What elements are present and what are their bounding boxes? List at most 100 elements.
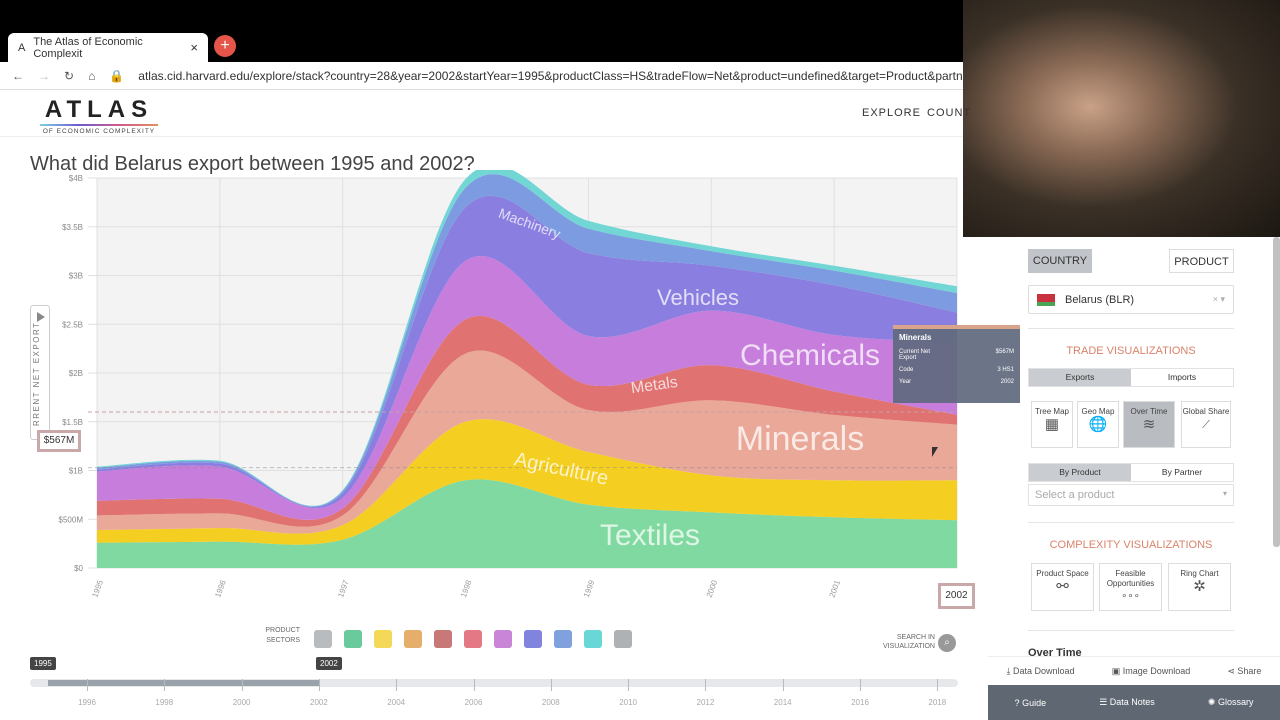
label: Image Download [1122,665,1191,676]
stream-icon: ≋ [1142,416,1156,433]
line-chart-icon: ⟋ [1202,419,1210,431]
x-tick-label: 1995 [90,578,105,598]
side-tab-label: RRENT NET EXPORT [32,321,41,426]
product-space-button[interactable]: Product Space ⚯ [1031,563,1094,611]
feasible-opportunities-button[interactable]: Feasible Opportunities ∘∘∘ [1099,563,1162,611]
sector-icon[interactable] [584,630,602,648]
area-metals [97,315,957,527]
atlas-favicon-icon: A [18,41,26,54]
timeline-slider[interactable] [30,679,958,687]
geo-map-button[interactable]: Geo Map 🌐 [1077,401,1119,448]
area-agriculture [97,419,957,545]
by-partner-toggle[interactable]: By Partner [1161,467,1203,477]
atlas-logo[interactable]: ATLAS OF ECONOMIC COMPLEXITY [40,96,158,135]
timeline-tick [164,679,166,691]
new-tab-button[interactable]: + [214,35,236,57]
area-chemicals [97,256,957,520]
product-select[interactable]: Select a product ▾ [1028,484,1234,506]
tree-map-button[interactable]: Tree Map ▦ [1031,401,1073,448]
sector-icon[interactable] [554,630,572,648]
timeline-year-label: 1996 [78,698,96,707]
sector-icon[interactable] [494,630,512,648]
panel-scrollbar[interactable] [1273,237,1280,547]
data-notes-button[interactable]: ☰ Data Notes [1099,697,1155,708]
y-tick-label: $3.5B [62,223,83,232]
treemap-icon: ▦ [1044,416,1060,433]
timeline-year-label: 2004 [387,698,406,707]
y-tick-label: $3B [69,272,83,281]
sector-icon[interactable] [344,630,362,648]
timeline-year-label: 2012 [696,698,715,707]
ring-chart-button[interactable]: Ring Chart ✲ [1168,563,1231,611]
y-tick-label: $2B [69,369,83,378]
x-tick-label: 2000 [705,578,720,598]
view-label: Over Time [1130,407,1168,416]
play-icon [37,312,45,322]
label: Share [1237,665,1262,676]
timeline-end-handle[interactable]: 2002 [316,657,342,670]
current-net-export-toggle[interactable]: RRENT NET EXPORT [30,305,50,440]
timeline-year-label: 2000 [232,698,251,707]
data-download-button[interactable]: ⤓ Data Download [1007,666,1075,677]
timeline-selected-range [48,680,320,686]
by-product-toggle[interactable]: By Product [1029,464,1131,481]
x-tick-label: 1997 [336,578,351,598]
exports-toggle[interactable]: Exports [1029,369,1131,386]
timeline-start-handle[interactable]: 1995 [30,657,56,670]
search-icon[interactable]: ⌕ [938,634,956,652]
logo-text: ATLAS [44,96,154,123]
url-field[interactable]: atlas.cid.harvard.edu/explore/stack?coun… [138,68,963,83]
y-tick-label: $1.5B [62,418,83,427]
area-textiles [97,479,957,568]
sector-icon[interactable] [464,630,482,648]
image-download-button[interactable]: ▣ Image Download [1112,666,1191,677]
tooltip-value: 3 HS1 [997,367,1014,373]
tooltip: Minerals Current Net Export $567M Code 3 H… [893,325,1020,403]
view-label: Feasible Opportunities [1106,569,1155,588]
glossary-button[interactable]: ✺ Glossary [1208,697,1254,708]
imports-toggle[interactable]: Imports [1167,372,1197,382]
x-tick-label: 1999 [582,578,597,598]
product-button[interactable]: PRODUCT [1169,249,1234,273]
y-tick-label: $1B [69,467,83,476]
timeline-tick [705,679,707,691]
sector-icon[interactable] [374,630,392,648]
timeline-tick [396,679,398,691]
sector-icon[interactable] [404,630,422,648]
sector-icon[interactable] [614,630,632,648]
timeline-tick [318,679,320,691]
nav-explore[interactable]: EXPLORE [862,107,921,119]
timeline-tick [550,679,552,691]
back-icon[interactable]: ← [12,68,24,83]
reload-icon[interactable]: ↻ [64,68,75,83]
y-tick-label: $0 [74,564,83,573]
sector-icon[interactable] [524,630,542,648]
y-tick-label: $500M [59,515,84,524]
country-value: Belarus (BLR) [1065,293,1135,306]
lightbulb-icon: ✺ [1207,697,1218,707]
area-vehicles [97,195,957,509]
country-button[interactable]: COUNTRY [1028,249,1092,273]
tooltip-key: Year [899,379,912,385]
timeline-tick [473,679,475,691]
guide-button[interactable]: ? Guide [1015,698,1047,708]
share-button[interactable]: ⋖ Share [1227,666,1261,677]
global-share-button[interactable]: Global Share ⟋ [1181,401,1231,448]
help-icon: ? [1014,697,1023,708]
close-tab-icon[interactable]: × [190,40,198,55]
country-select[interactable]: Belarus (BLR) × ▾ [1028,285,1234,314]
logo-subtext: OF ECONOMIC COMPLEXITY [42,128,156,135]
forward-icon[interactable]: → [38,68,50,83]
timeline-year-label: 2008 [541,698,560,707]
sectors-label-1: PRODUCT [265,627,300,634]
clear-icon[interactable]: × ▾ [1212,294,1225,304]
nav-countries[interactable]: COUNT [927,107,972,119]
stacked-area-chart[interactable]: $0 $500M $1B $1.5B $2B $2.5B $3B $3.5B $4B 1995 19… [0,170,963,620]
sector-icon[interactable] [434,630,452,648]
sector-icon[interactable] [314,630,332,648]
home-icon[interactable]: ⌂ [88,68,96,83]
over-time-button[interactable]: Over Time ≋ [1123,401,1175,448]
timeline-tick [87,679,88,691]
area-label: Vehicles [657,285,739,310]
browser-tab[interactable]: A The Atlas of Economic Complexit × [8,33,208,62]
